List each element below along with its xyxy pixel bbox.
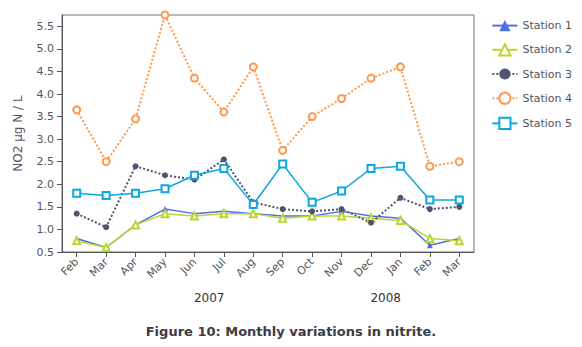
- svg-text:4.0: 4.0: [37, 88, 55, 101]
- svg-text:Oct: Oct: [294, 255, 317, 278]
- svg-text:Sep: Sep: [263, 255, 287, 279]
- svg-text:2007: 2007: [194, 291, 225, 305]
- svg-text:5.0: 5.0: [37, 42, 55, 55]
- svg-text:Dec: Dec: [351, 255, 375, 279]
- svg-text:May: May: [144, 255, 170, 281]
- svg-text:Feb: Feb: [412, 255, 435, 278]
- svg-text:Station 1: Station 1: [522, 19, 572, 32]
- svg-text:2.5: 2.5: [37, 155, 55, 168]
- svg-text:2008: 2008: [370, 291, 401, 305]
- svg-text:Aug: Aug: [234, 255, 258, 279]
- svg-text:2.0: 2.0: [37, 178, 55, 191]
- svg-text:Feb: Feb: [58, 255, 81, 278]
- svg-text:3.5: 3.5: [37, 110, 55, 123]
- svg-text:5.5: 5.5: [37, 20, 55, 33]
- svg-text:Station 5: Station 5: [522, 117, 572, 130]
- svg-text:Jun: Jun: [177, 255, 199, 277]
- svg-text:Figure 10: Monthly variations: Figure 10: Monthly variations in nitrite…: [146, 324, 437, 339]
- svg-text:Jul: Jul: [209, 255, 228, 274]
- svg-text:Nov: Nov: [322, 255, 347, 280]
- svg-text:Station 4: Station 4: [522, 92, 572, 105]
- svg-text:3.0: 3.0: [37, 133, 55, 146]
- svg-text:0.5: 0.5: [37, 246, 55, 259]
- svg-text:Station 3: Station 3: [522, 68, 572, 81]
- svg-text:1.5: 1.5: [37, 200, 55, 213]
- svg-text:Mar: Mar: [87, 255, 111, 279]
- svg-text:4.5: 4.5: [37, 65, 55, 78]
- svg-text:NO2 μg N / L: NO2 μg N / L: [11, 95, 25, 172]
- svg-text:Mar: Mar: [440, 255, 464, 279]
- svg-text:Apr: Apr: [118, 255, 141, 278]
- svg-text:Jan: Jan: [383, 255, 405, 277]
- svg-text:Station 2: Station 2: [522, 43, 572, 56]
- svg-text:1.0: 1.0: [37, 223, 55, 236]
